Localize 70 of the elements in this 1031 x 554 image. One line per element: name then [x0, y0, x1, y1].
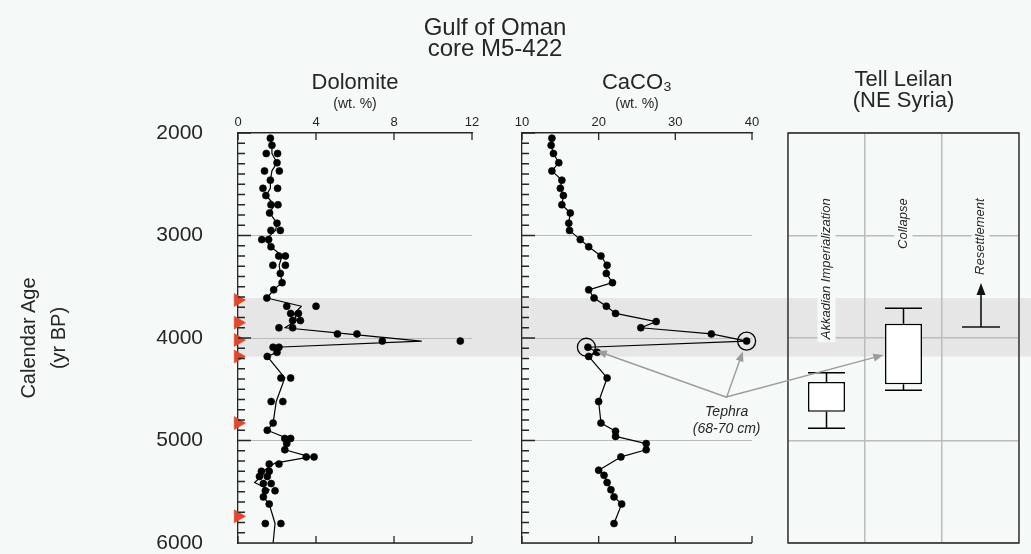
point: [602, 269, 611, 278]
x-axis-title: (wt. %): [615, 94, 659, 111]
x-tick-label: 30: [668, 113, 683, 129]
point: [584, 352, 593, 361]
point: [594, 397, 603, 406]
point: [555, 158, 563, 167]
point: [233, 333, 246, 347]
point: [556, 184, 565, 193]
point: [548, 134, 556, 142]
point: [233, 293, 246, 307]
point: [602, 302, 611, 311]
y-tick-label: 4000: [156, 324, 203, 348]
point: [233, 315, 246, 330]
x-tick-label: 20: [591, 113, 606, 129]
point: [707, 330, 716, 338]
y-tick-label: 2000: [156, 119, 203, 143]
point: [597, 419, 605, 427]
point: [607, 485, 615, 494]
x-tick-label: Akkadian Imperialization: [818, 198, 834, 341]
point: [233, 349, 246, 364]
point: [617, 453, 625, 461]
point: [549, 149, 558, 158]
chart-subtitle: Dolomite: [311, 69, 399, 95]
y-axis-title: Calendar Age (yr BP): [16, 277, 69, 399]
point: [564, 219, 573, 227]
point: [548, 167, 556, 175]
chart-title: CaCO₃: [601, 69, 673, 95]
point: [233, 416, 246, 430]
point: [600, 471, 608, 480]
x-axis-title: (wt. %): [333, 94, 377, 111]
point: [590, 294, 598, 302]
point: [565, 226, 574, 235]
point: [642, 445, 650, 454]
point: [547, 141, 555, 150]
text: Tephra (68-70 cm): [692, 403, 761, 437]
x-tick-label: 10: [514, 113, 530, 129]
x-tick-label: 4: [312, 113, 320, 129]
chart-title: Gulf of Oman core M5-422: [423, 13, 567, 61]
point: [652, 317, 660, 326]
x-tick-label: 40: [744, 113, 760, 129]
point: [603, 478, 611, 487]
point: [642, 439, 650, 448]
x-tick-label: 12: [464, 113, 480, 129]
point: [617, 500, 626, 508]
point: [558, 176, 566, 184]
point: [597, 252, 605, 260]
point: [566, 209, 575, 217]
point: [558, 200, 566, 209]
point: [603, 374, 611, 382]
point: [611, 309, 620, 318]
point: [584, 286, 593, 294]
point: [610, 519, 618, 528]
point: [584, 242, 593, 251]
point: [610, 493, 618, 501]
x-tick-label: 0: [234, 113, 242, 129]
x-tick-label: Collapse: [895, 198, 911, 249]
point: [611, 432, 620, 441]
point: [603, 261, 611, 270]
x-tick-label: 8: [390, 113, 398, 129]
y-tick-label: 6000: [156, 529, 203, 553]
point: [637, 323, 645, 332]
point: [233, 509, 246, 524]
chart-title: Tell Leilan (NE Syria): [852, 66, 955, 113]
point: [608, 278, 617, 287]
y-tick-label: 5000: [156, 427, 203, 451]
point: [576, 235, 585, 244]
y-tick-label: 3000: [156, 222, 203, 246]
annotation: Resettlement: [972, 196, 988, 275]
point: [594, 466, 603, 475]
point: [559, 191, 568, 200]
